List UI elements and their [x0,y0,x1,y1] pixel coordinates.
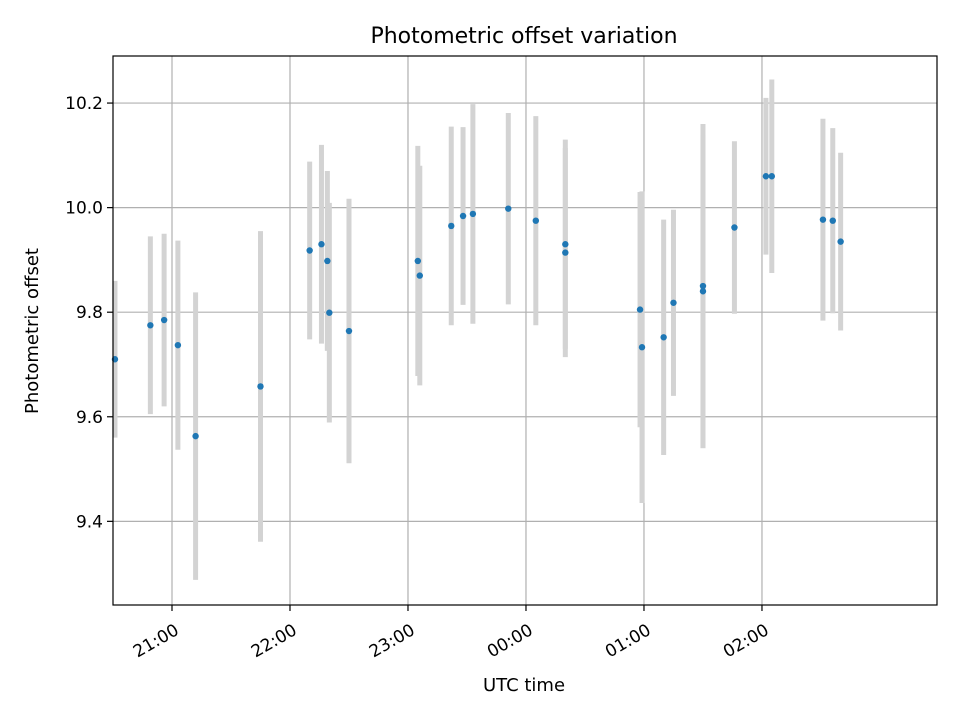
data-point [416,272,423,279]
data-point [318,241,325,248]
data-point [699,282,707,290]
y-axis-ticks: 9.4 9.6 9.8 10.0 10.2 [65,94,113,532]
data-point [562,249,569,256]
data-point [505,205,512,212]
plot-frame [112,55,938,606]
y-tick-label: 9.4 [76,512,103,532]
data-point [345,327,353,335]
data-point [414,257,422,265]
data-point [174,341,182,349]
chart-title: Photometric offset variation [370,24,677,49]
y-axis-label: Photometric offset [22,248,43,414]
data-point [532,217,540,224]
data-point [306,247,313,254]
data-points [111,173,844,440]
data-point [324,257,331,265]
data-point [257,383,264,390]
y-tick-label: 9.6 [76,408,103,428]
data-point [819,216,827,223]
y-tick-label: 9.8 [76,303,103,323]
data-point [636,306,644,313]
y-tick-label: 10.2 [65,94,103,114]
data-point [731,224,738,231]
data-point [837,238,844,245]
y-tick-label: 10.0 [65,199,103,219]
data-point [638,344,646,351]
data-point [147,322,154,329]
data-point [326,309,333,316]
data-point [768,173,776,180]
data-point [192,432,199,440]
x-axis-label: UTC time [483,675,565,696]
data-point [160,316,168,324]
data-point [459,212,467,220]
data-point [660,334,667,341]
data-point [448,222,455,230]
data-point [670,299,677,306]
data-point [469,210,477,218]
data-point [829,217,836,224]
data-point [762,173,770,180]
data-point [699,288,707,295]
data-point [562,241,569,248]
